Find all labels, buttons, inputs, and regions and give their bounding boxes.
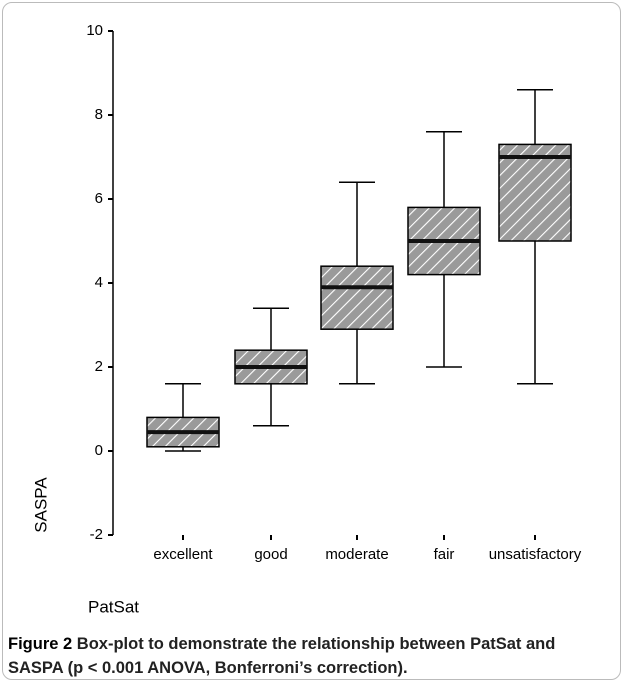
caption-text: Box-plot to demonstrate the relationship… (8, 635, 556, 677)
y-tick-label: 4 (95, 274, 103, 291)
x-axis-label: PatSat (88, 597, 139, 616)
box (320, 265, 394, 330)
caption: Figure 2 Box-plot to demonstrate the rel… (8, 632, 613, 680)
x-tick-label: good (254, 546, 287, 563)
y-tick-label: 0 (95, 442, 103, 459)
y-tick-label: -2 (90, 526, 103, 543)
caption-label: Figure 2 (8, 635, 73, 653)
y-tick-label: 8 (95, 106, 103, 123)
box (498, 143, 572, 242)
x-tick-label: excellent (153, 546, 213, 563)
y-tick-label: 2 (95, 358, 103, 375)
x-tick-label: fair (434, 546, 455, 563)
x-tick-label: unsatisfactory (489, 546, 582, 563)
y-axis-label: SASPA (31, 477, 50, 533)
chart: SASPA PatSat -2 0 2 4 6 8 10 excellent good moder… (31, 22, 582, 617)
y-tick-label: 6 (95, 190, 103, 207)
y-tick-label: 10 (86, 22, 103, 39)
x-tick-label: moderate (325, 546, 388, 563)
